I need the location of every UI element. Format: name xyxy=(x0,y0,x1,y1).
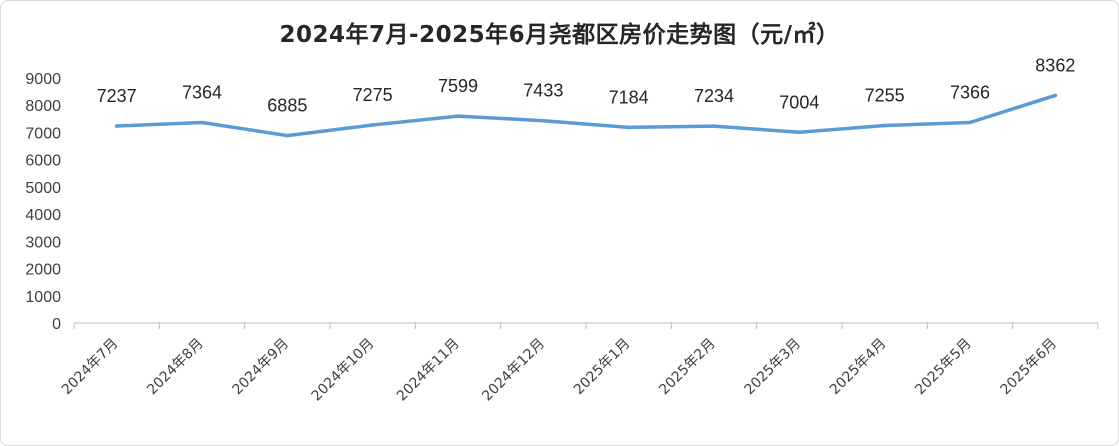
x-tick-label: 2025年3月 xyxy=(742,336,805,399)
data-label: 7366 xyxy=(950,82,990,102)
x-tick-label: 2025年2月 xyxy=(656,336,719,399)
data-label: 7184 xyxy=(609,87,649,107)
y-tick-label: 7000 xyxy=(25,125,61,142)
x-tick-label: 2024年9月 xyxy=(230,336,293,399)
data-label: 6885 xyxy=(267,96,307,116)
data-point xyxy=(797,130,802,135)
x-tick-label: 2024年12月 xyxy=(479,336,548,405)
data-label: 7255 xyxy=(865,86,905,106)
chart-title: 2024年7月-2025年6月尧都区房价走势图（元/㎡） xyxy=(279,22,840,48)
x-tick-label: 2024年10月 xyxy=(309,336,378,405)
data-label: 7004 xyxy=(779,92,819,112)
y-tick-label: 4000 xyxy=(25,207,61,224)
data-point xyxy=(285,133,290,138)
data-label: 7234 xyxy=(694,86,734,106)
series-line xyxy=(114,93,1058,138)
x-tick-label: 2025年1月 xyxy=(571,336,634,399)
y-tick-label: 3000 xyxy=(25,234,61,251)
data-point xyxy=(1053,93,1058,98)
y-tick-label: 2000 xyxy=(25,262,61,279)
y-tick-label: 5000 xyxy=(25,180,61,197)
y-tick-label: 9000 xyxy=(25,71,61,88)
data-label: 7599 xyxy=(438,76,478,96)
x-tick-label: 2025年4月 xyxy=(827,336,890,399)
x-tick-label: 2025年5月 xyxy=(912,336,975,399)
x-tick-label: 2025年6月 xyxy=(998,336,1061,399)
data-point xyxy=(712,124,716,128)
data-label: 7433 xyxy=(523,81,563,101)
data-point xyxy=(114,124,119,128)
y-tick-label: 8000 xyxy=(25,98,61,115)
data-point xyxy=(882,123,887,128)
y-tick-label: 6000 xyxy=(25,153,61,170)
data-point xyxy=(968,120,972,125)
y-tick-label: 1000 xyxy=(25,289,61,306)
data-label: 7364 xyxy=(182,83,222,103)
y-tick-label: 0 xyxy=(52,316,61,333)
data-label: 8362 xyxy=(1035,55,1075,75)
data-point xyxy=(626,125,631,130)
x-tick-label: 2024年11月 xyxy=(394,336,463,405)
data-label: 7275 xyxy=(353,85,393,105)
data-point xyxy=(541,118,546,123)
data-point xyxy=(370,123,375,127)
data-label: 7237 xyxy=(97,86,137,106)
data-point xyxy=(456,114,460,118)
x-tick-label: 2024年7月 xyxy=(59,336,122,399)
x-tick-label: 2024年8月 xyxy=(144,336,207,399)
data-point xyxy=(200,120,204,125)
